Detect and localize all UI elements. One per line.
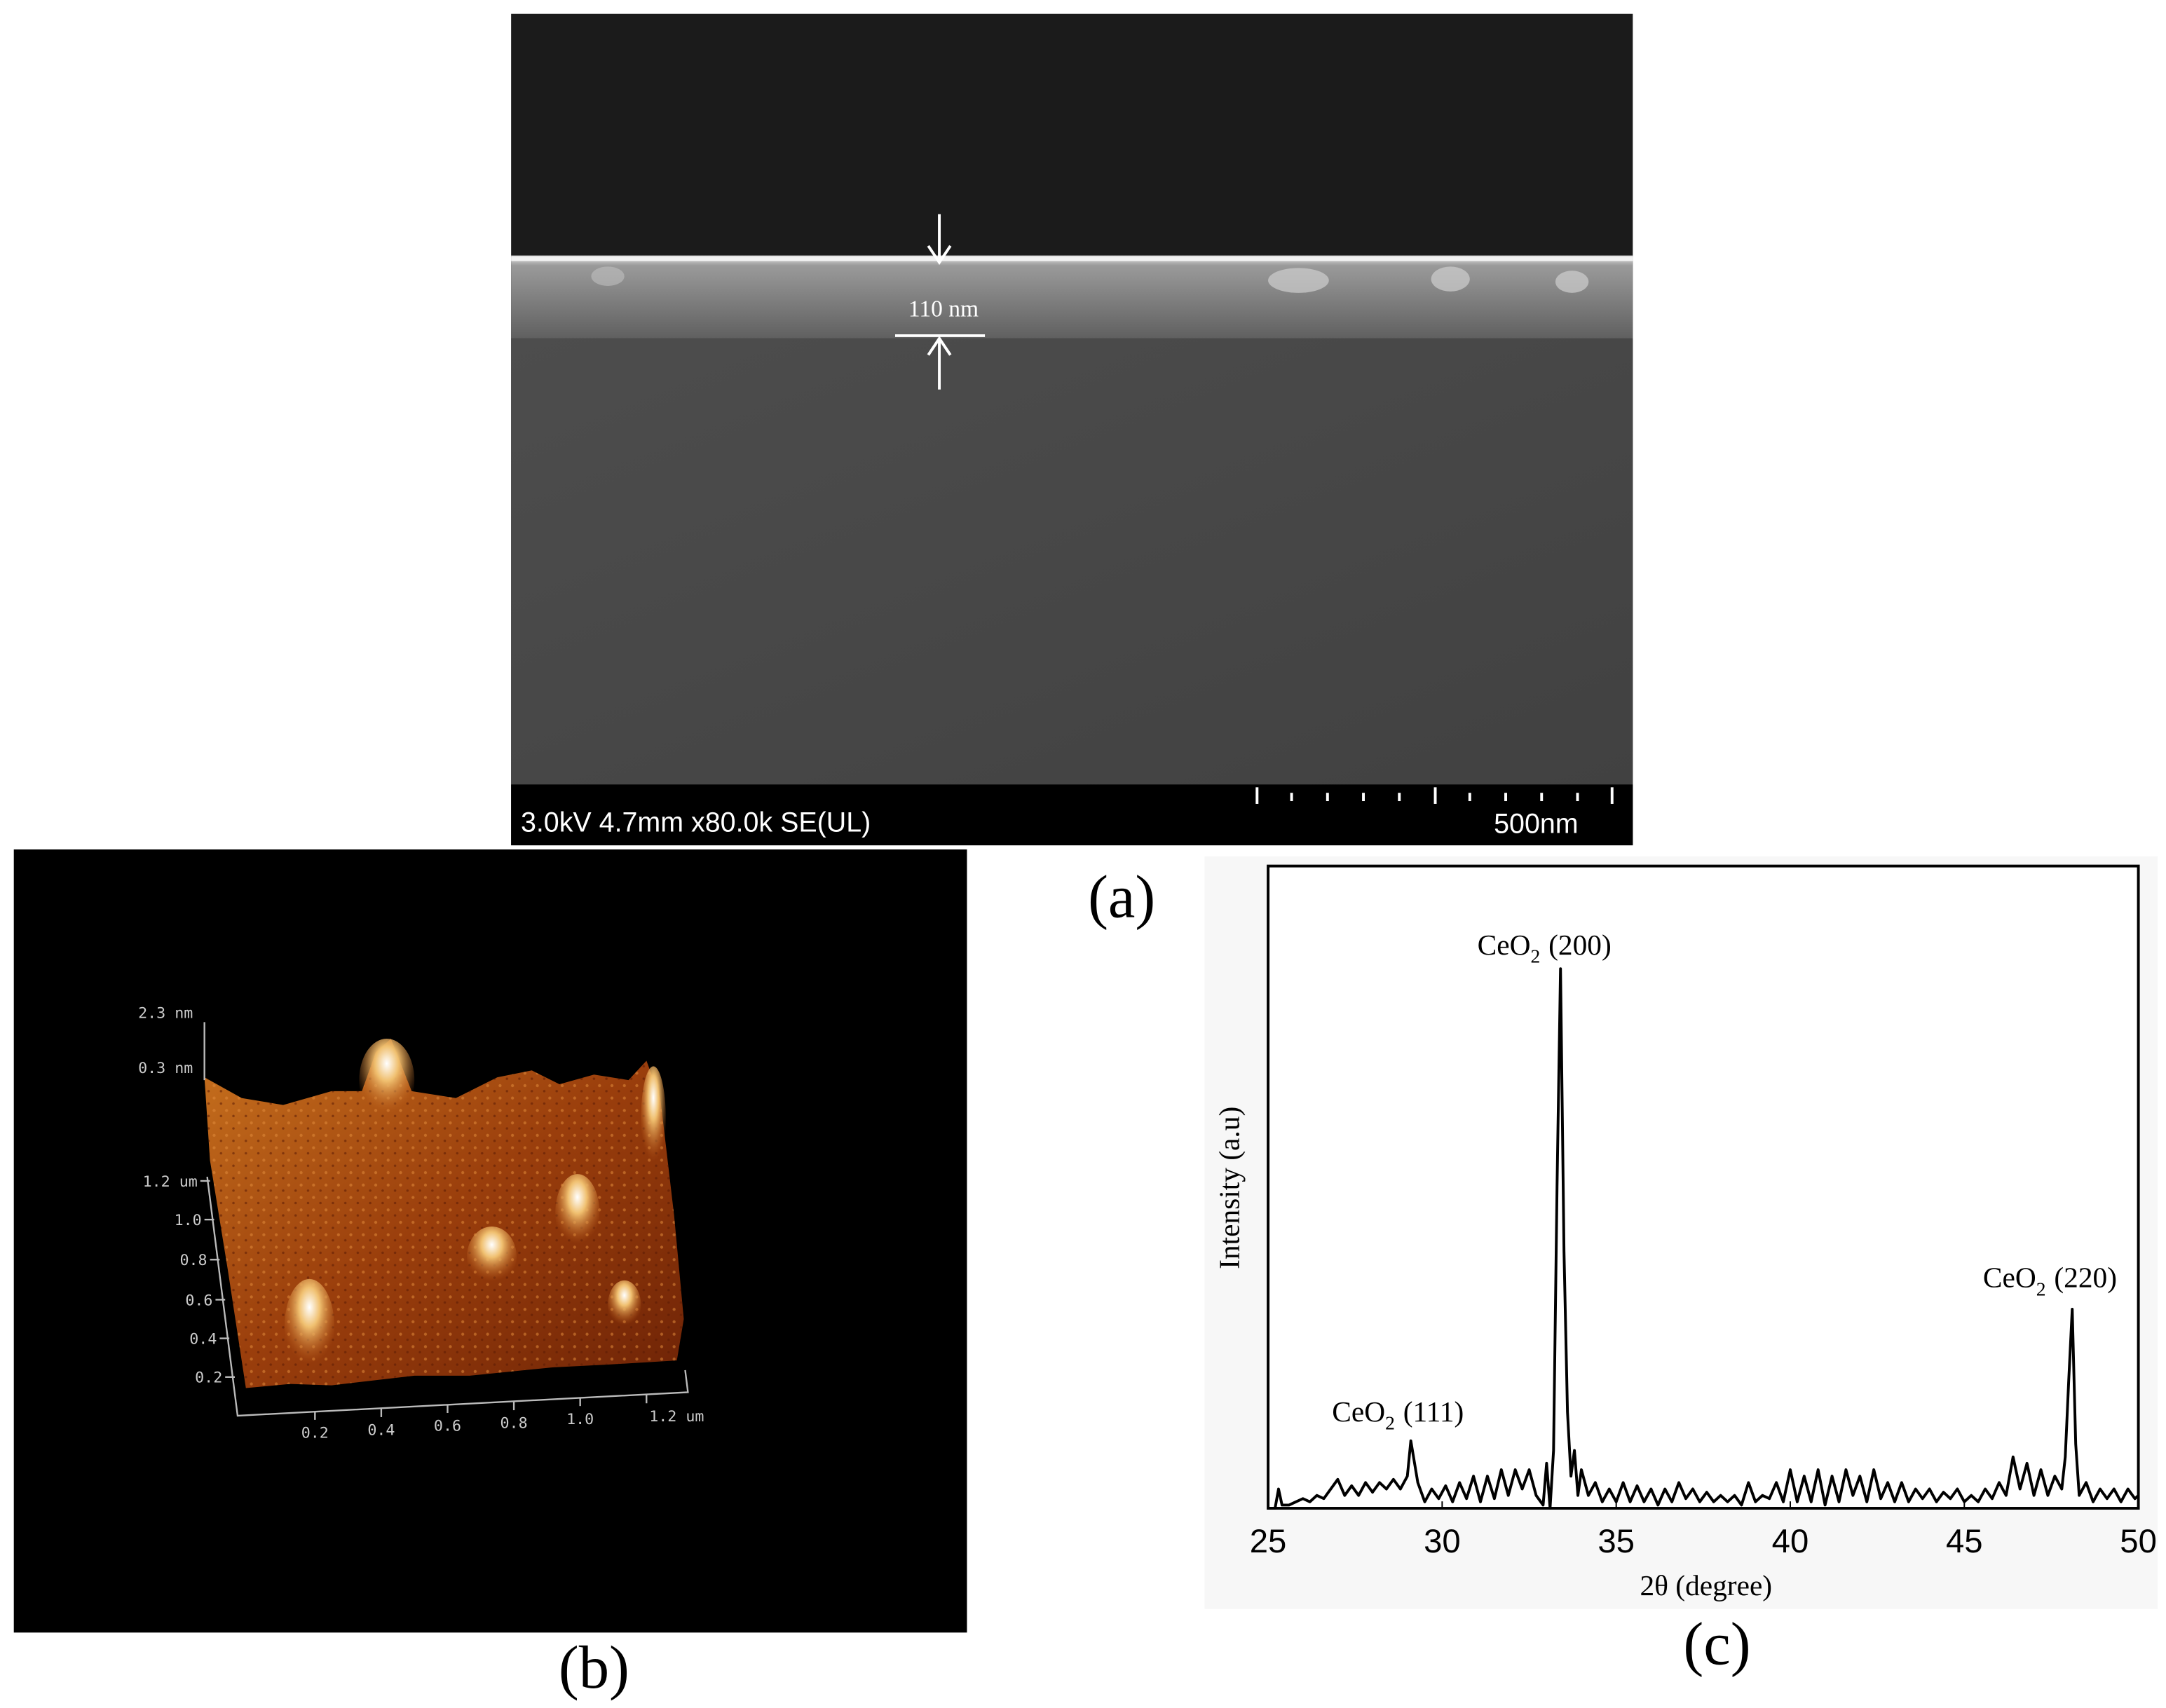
afm-x-label: 1.2 um	[649, 1408, 704, 1426]
afm-y-label: 1.2 um	[143, 1173, 198, 1191]
peak-label: CeO2 (111)	[1332, 1395, 1464, 1434]
peak-label-suffix: (200)	[1548, 929, 1612, 962]
afm-y-label: 0.2	[195, 1369, 222, 1387]
peak-label-subscript: 2	[2036, 1278, 2046, 1300]
caption-a: (a)	[1088, 863, 1155, 931]
sem-film	[511, 255, 1633, 339]
thickness-label: 110 nm	[908, 296, 979, 322]
peak-label-subscript: 2	[1531, 945, 1541, 967]
peak-label-suffix: (220)	[2054, 1262, 2117, 1294]
caption-b: (b)	[559, 1634, 629, 1701]
afm-y-label: 0.4	[189, 1330, 217, 1348]
x-tick-label: 45	[1946, 1523, 1983, 1560]
x-tick-label: 40	[1772, 1523, 1809, 1560]
sem-grain	[1555, 271, 1589, 293]
afm-z-label: 0.3 nm	[138, 1060, 193, 1077]
caption-c: (c)	[1683, 1611, 1750, 1678]
sem-grain	[1431, 266, 1470, 292]
x-tick-label: 25	[1250, 1523, 1287, 1560]
x-tick-label: 50	[2120, 1523, 2157, 1560]
peak-label-suffix: (111)	[1403, 1395, 1464, 1428]
y-axis-label: Intensity (a.u)	[1213, 1107, 1246, 1269]
afm-x-label: 1.0	[566, 1411, 594, 1428]
afm-peak	[608, 1280, 641, 1330]
sem-grain	[1268, 268, 1329, 293]
scale-bar	[1255, 787, 1614, 804]
afm-peak	[641, 1066, 666, 1172]
plot-frame	[1267, 864, 2140, 1510]
afm-peak	[555, 1174, 600, 1252]
peak-label-text: CeO	[1332, 1395, 1385, 1428]
afm-x-label: 0.6	[434, 1418, 461, 1435]
sem-film-edge	[511, 257, 1633, 261]
x-axis-label: 2θ (degree)	[1640, 1569, 1772, 1602]
peak-label-subscript: 2	[1385, 1412, 1395, 1434]
afm-peak	[284, 1278, 334, 1373]
afm-y-label: 1.0	[175, 1212, 202, 1229]
xrd-line	[1268, 967, 2139, 1510]
scale-bar-label: 500nm	[1494, 808, 1579, 839]
sem-image: 110 nm 3.0kV 4.7mm x80.0k SE(UL) 500nm	[511, 13, 1633, 846]
afm-y-label: 0.6	[185, 1292, 212, 1309]
afm-x-label: 0.4	[367, 1422, 395, 1440]
afm-z-label: 2.3 nm	[138, 1004, 193, 1022]
afm-peak	[467, 1226, 517, 1287]
peak-label: CeO2 (200)	[1478, 929, 1612, 967]
sem-info: 3.0kV 4.7mm x80.0k SE(UL)	[521, 807, 871, 838]
afm-image: 2.3 nm 0.3 nm 1.2 um 1.0 0.8 0.6 0.4 0.2…	[13, 849, 967, 1633]
peak-label: CeO2 (220)	[1983, 1262, 2117, 1300]
thickness-arrows	[894, 214, 986, 390]
peak-label-text: CeO	[1478, 929, 1531, 961]
afm-y-label: 0.8	[179, 1252, 207, 1269]
xrd-chart: 2θ (degree) Intensity (a.u) 25 30 35 40 45 50…	[1204, 856, 2158, 1609]
sem-grain	[591, 266, 625, 286]
sem-info-bar	[511, 784, 1633, 846]
x-tick-label: 35	[1598, 1523, 1635, 1560]
peak-label-text: CeO	[1983, 1262, 2036, 1294]
sem-substrate	[511, 338, 1633, 785]
afm-x-label: 0.8	[500, 1415, 528, 1433]
afm-axes	[200, 1022, 689, 1420]
afm-peak	[359, 1038, 415, 1122]
x-tick-label: 30	[1424, 1523, 1461, 1560]
afm-x-label: 0.2	[301, 1424, 329, 1442]
